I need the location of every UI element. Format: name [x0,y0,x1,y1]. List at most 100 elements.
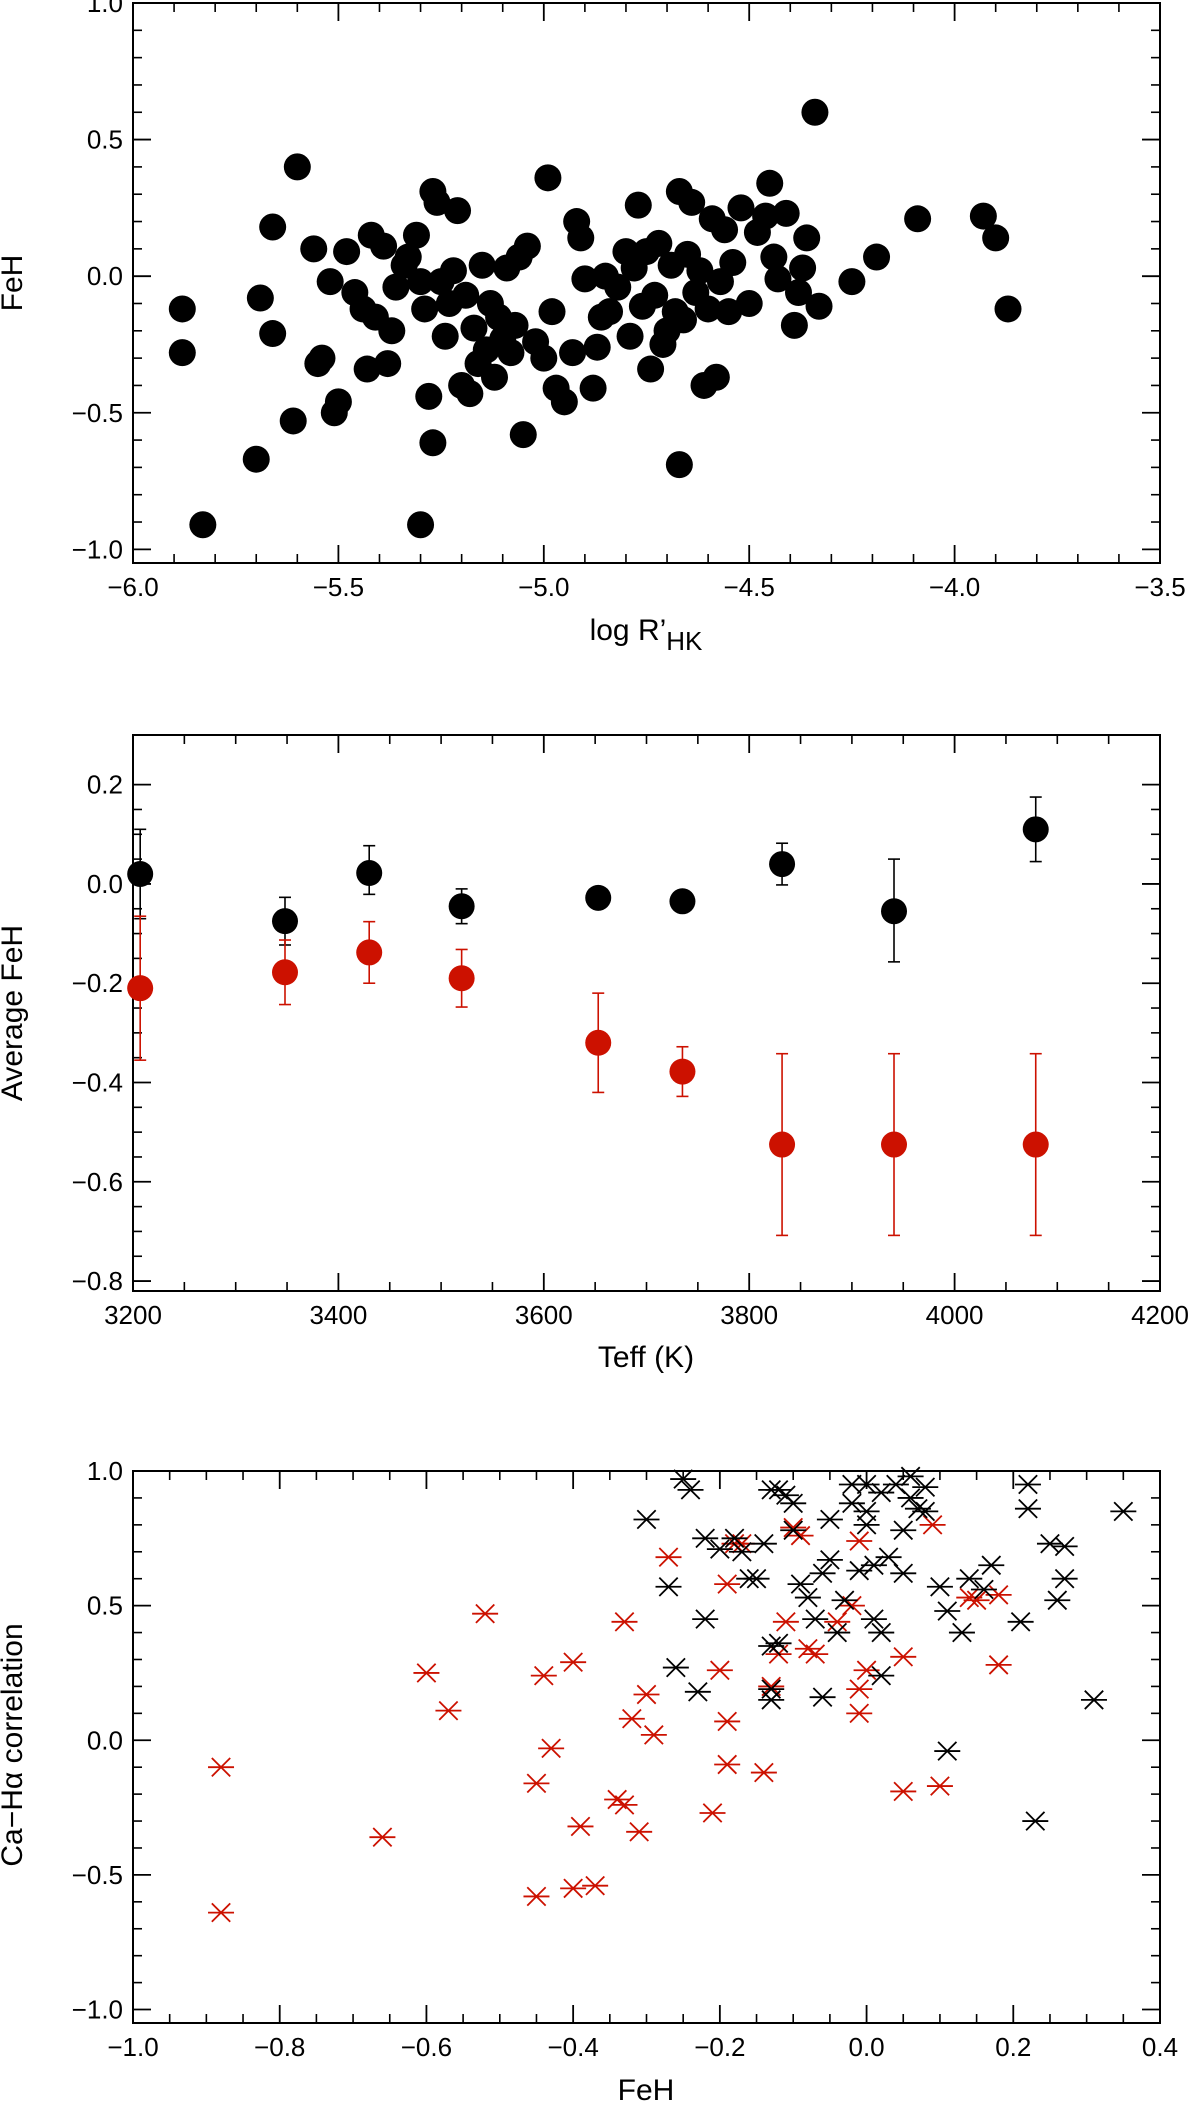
data-point [824,1622,851,1643]
data-point [300,235,328,263]
data-point [794,1587,821,1608]
data-point [802,1644,829,1664]
data-point [824,1611,851,1632]
data-point [1022,816,1049,843]
data-point [772,1611,799,1632]
data-point [626,1821,653,1842]
x-tick-label: −1.0 [107,2032,158,2062]
data-point [585,884,612,911]
data-point [374,350,402,378]
data-point [333,238,361,266]
data-point [423,188,451,216]
data-point [882,1474,909,1495]
data-point [560,1652,587,1673]
data-point [640,1725,667,1745]
data-point [784,279,812,307]
x-axis-label: Teff (K) [598,1341,694,1374]
data-point [860,1555,887,1576]
data-point [948,1622,975,1643]
data-point [1007,1611,1034,1632]
data-point [956,1568,983,1589]
data-point [970,1579,997,1600]
panel-feh-vs-logrhk: −6.0 −5.5 −5.0 −4.5 −4.0 −3.5 −1.0 −0.5 0.0 0.5 1.… [0,0,1186,656]
data-point [897,1466,924,1487]
data-point [567,1816,594,1837]
data-point [439,257,467,285]
y-tick-label: 0.5 [87,125,123,155]
x-tick-label: 3600 [515,1300,573,1330]
data-point [853,1515,880,1535]
data-point [809,1687,836,1708]
data-point [669,888,696,915]
data-point [686,257,714,285]
data-point [585,1029,612,1056]
y-tick-label: 0.2 [87,770,123,800]
data-point [523,1886,550,1907]
data-point [501,311,529,339]
data-point [407,511,435,539]
data-point [816,1509,843,1530]
data-point [538,298,566,326]
data-point [727,194,755,222]
data-point [382,273,410,301]
data-point [645,229,673,257]
data-point [670,1469,697,1489]
data-point [208,1902,235,1923]
data-point [868,1665,895,1686]
data-point [481,363,509,391]
x-axis-label: FeH [618,2074,675,2106]
data-point [669,306,697,334]
data-point [324,388,352,416]
data-point [356,860,383,887]
data-point [772,199,800,227]
data-point [868,1622,895,1643]
x-tick-label: −6.0 [107,572,158,602]
data-point [890,1781,917,1802]
data-point [750,1533,777,1554]
data-point [567,224,595,252]
data-point [448,965,475,992]
data-point [934,1601,961,1621]
data-point [780,311,808,339]
y-tick-label: 0.0 [87,261,123,291]
y-tick-label: −0.4 [72,1068,123,1098]
data-point [431,322,459,350]
y-axis-label: FeH [0,255,29,312]
data-point [271,959,298,986]
x-tick-label: 3400 [309,1300,367,1330]
data-point [805,292,833,320]
data-point [853,1501,880,1522]
data-point [969,202,997,230]
data-point [789,254,817,282]
data-point [764,265,792,293]
data-point [616,322,644,350]
data-point [497,339,525,367]
data-point [468,251,496,279]
data-point [692,1528,719,1549]
data-point [419,429,447,457]
data-point [809,1563,836,1584]
y-tick-label: −1.0 [72,534,123,564]
data-point [1014,1498,1041,1519]
data-point [994,295,1022,323]
data-point [1051,1536,1078,1557]
x-tick-label: −0.2 [694,2032,745,2062]
panel-ca-halpha-vs-feh: −1.0 −0.8 −0.6 −0.4 −0.2 0.0 0.2 0.4 −1.0 −0.5 0.0… [0,1456,1178,2106]
data-point [168,295,196,323]
x-tick-label: −5.0 [518,572,569,602]
data-point [242,445,270,473]
data-point [978,1555,1005,1576]
data-point [765,1633,792,1654]
data-point [655,1576,682,1597]
data-point [413,1663,440,1683]
data-point [881,1131,908,1158]
x-tick-label: 0.0 [848,2032,884,2062]
data-point [702,363,730,391]
data-point [1036,1533,1063,1554]
data-point [769,1131,796,1158]
data-point [530,1665,557,1686]
data-point [1080,1690,1107,1710]
y-tick-label: 0.0 [87,869,123,899]
data-point [246,284,274,312]
x-tick-label: −4.5 [724,572,775,602]
